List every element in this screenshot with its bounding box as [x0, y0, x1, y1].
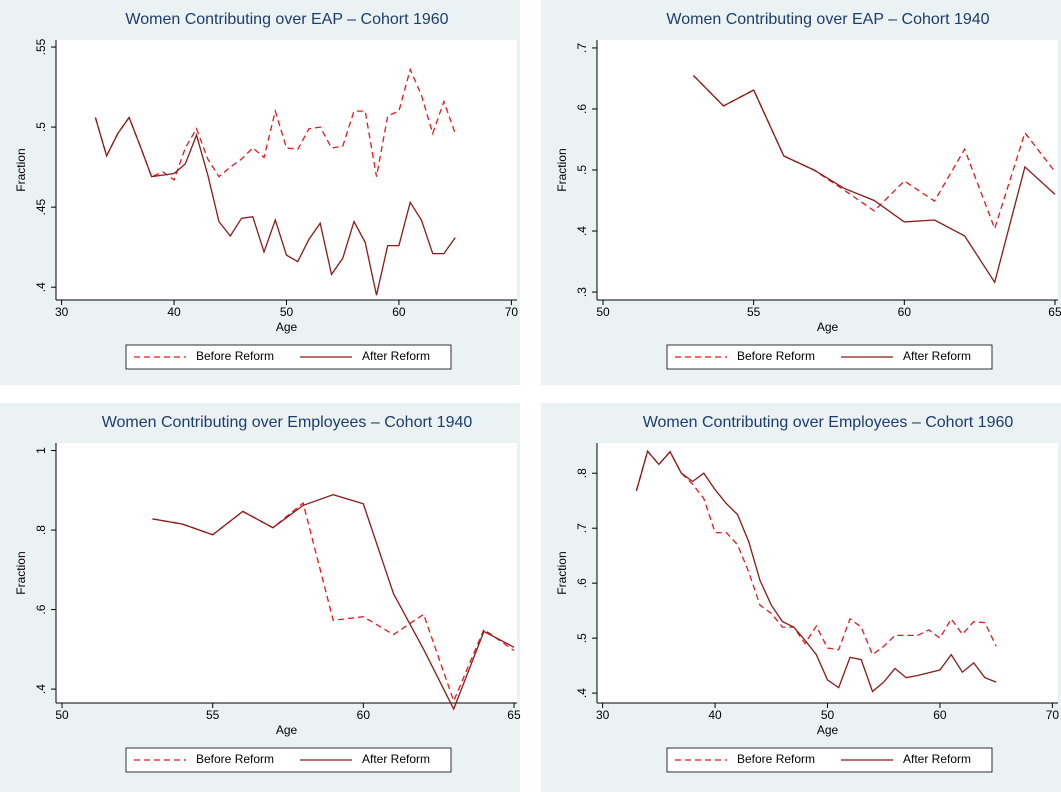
series-line [94, 116, 456, 296]
y-tick-label: 1 [34, 447, 48, 454]
series-line [692, 74, 1056, 231]
x-tick-label: 65 [1048, 305, 1061, 319]
y-tick-label: .6 [575, 578, 589, 588]
legend-label: Before Reform [196, 752, 274, 766]
legend-label: After Reform [903, 752, 971, 766]
legend-label: Before Reform [737, 349, 815, 363]
legend-label: After Reform [362, 349, 430, 363]
y-tick-label: .45 [34, 198, 48, 215]
chart-title: Women Contributing over Employees – Coho… [102, 414, 473, 431]
x-tick-label: 65 [507, 708, 521, 722]
x-tick-label: 60 [357, 708, 371, 722]
x-axis-label: Age [817, 320, 839, 334]
y-axis-label: Fraction [555, 148, 569, 191]
series-line [635, 449, 997, 693]
y-tick-label: .8 [34, 525, 48, 535]
series-line [152, 494, 515, 711]
legend-box [666, 344, 993, 370]
chart-title: Women Contributing over EAP – Cohort 194… [666, 11, 989, 28]
plot-area [56, 443, 517, 703]
x-tick-label: 60 [898, 305, 912, 319]
x-tick-label: 70 [505, 305, 519, 319]
y-tick-label: .5 [575, 165, 589, 175]
y-tick-label: .5 [575, 633, 589, 643]
x-tick-label: 50 [821, 708, 835, 722]
chart-title: Women Contributing over Employees – Coho… [643, 414, 1014, 431]
y-tick-label: .4 [575, 688, 589, 698]
legend-box [125, 747, 452, 773]
series-line [692, 74, 1056, 284]
x-tick-label: 40 [167, 305, 181, 319]
x-tick-label: 60 [392, 305, 406, 319]
legend-box [666, 747, 993, 773]
y-tick-label: .5 [34, 122, 48, 132]
y-tick-label: .8 [575, 468, 589, 478]
legend-label: Before Reform [196, 349, 274, 363]
y-tick-label: .55 [34, 38, 48, 55]
y-axis-label: Fraction [14, 148, 28, 191]
chart-title: Women Contributing over EAP – Cohort 196… [125, 11, 448, 28]
y-tick-label: .7 [575, 43, 589, 53]
y-axis-label: Fraction [555, 551, 569, 594]
x-tick-label: 55 [747, 305, 761, 319]
x-tick-label: 50 [280, 305, 294, 319]
y-axis-label: Fraction [14, 551, 28, 594]
x-tick-label: 55 [206, 708, 220, 722]
x-axis-label: Age [817, 723, 839, 737]
x-tick-label: 60 [933, 708, 947, 722]
legend-label: After Reform [903, 349, 971, 363]
x-axis-label: Age [276, 723, 298, 737]
legend-label: Before Reform [737, 752, 815, 766]
y-tick-label: .7 [575, 523, 589, 533]
x-tick-label: 40 [708, 708, 722, 722]
y-tick-label: .6 [575, 104, 589, 114]
series-line [94, 67, 456, 181]
y-tick-label: .6 [34, 604, 48, 614]
y-tick-label: .4 [34, 684, 48, 694]
x-tick-label: 30 [596, 708, 610, 722]
series-line [635, 449, 997, 656]
x-tick-label: 50 [55, 708, 69, 722]
plot-area [597, 443, 1058, 703]
legend-label: After Reform [362, 752, 430, 766]
y-tick-label: .4 [34, 282, 48, 292]
x-tick-label: 50 [596, 305, 610, 319]
plot-area [597, 40, 1058, 300]
x-tick-label: 70 [1046, 708, 1060, 722]
x-axis-label: Age [276, 320, 298, 334]
legend-box [125, 344, 452, 370]
x-tick-label: 30 [55, 305, 69, 319]
plot-area [56, 40, 517, 300]
y-tick-label: .4 [575, 226, 589, 236]
y-tick-label: .3 [575, 287, 589, 297]
